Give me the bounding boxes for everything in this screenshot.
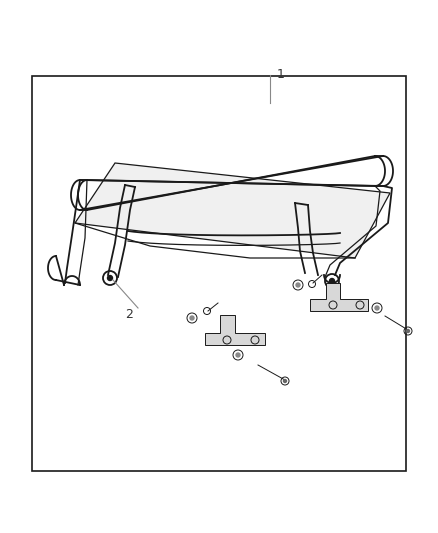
Bar xyxy=(32,76,406,471)
Circle shape xyxy=(236,353,240,357)
Circle shape xyxy=(406,329,410,333)
Circle shape xyxy=(375,306,379,310)
Circle shape xyxy=(329,279,335,284)
Polygon shape xyxy=(310,283,368,311)
Circle shape xyxy=(296,283,300,287)
Circle shape xyxy=(190,316,194,320)
Circle shape xyxy=(283,379,286,383)
Polygon shape xyxy=(75,163,390,258)
Text: 1: 1 xyxy=(277,69,285,82)
Text: 2: 2 xyxy=(125,309,133,321)
Polygon shape xyxy=(205,315,265,345)
Circle shape xyxy=(107,276,113,280)
